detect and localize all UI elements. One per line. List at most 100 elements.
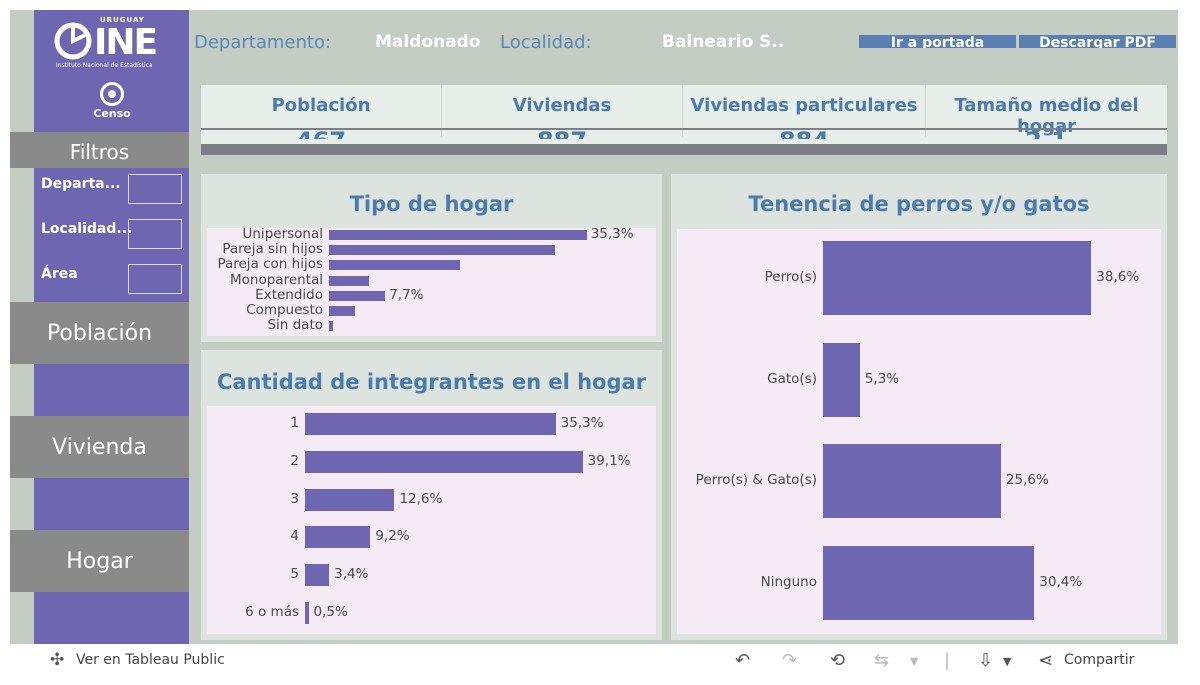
- censo-logo: Censo: [90, 82, 134, 120]
- compartir-button[interactable]: Compartir: [1064, 652, 1135, 668]
- kpi-viviendas: Viviendas 887: [442, 85, 683, 139]
- filter-dropdown[interactable]: [128, 264, 182, 294]
- departamento-label: Departamento:: [194, 32, 332, 53]
- kpi-bottom-bar: [201, 144, 1167, 155]
- nav-vivienda-button[interactable]: Vivienda: [10, 416, 189, 478]
- bar-1-1[interactable]: [305, 450, 583, 473]
- integrantes-plot: 1 35,3% 2 39,1% 3 12,6% 4 9,2% 5 3,4% 6 o más 0,5%: [207, 406, 656, 634]
- kpi-poblacion: Población 467: [201, 85, 442, 139]
- chart-title: Tenencia de perros y/o gatos: [748, 192, 1090, 216]
- bar-0-0[interactable]: [329, 230, 587, 240]
- value-label: 3,4%: [334, 566, 369, 583]
- category-label: 6 o más: [245, 604, 299, 620]
- bar-2-0[interactable]: [823, 241, 1092, 315]
- bar-1-2[interactable]: [305, 488, 395, 511]
- filter-label: Área: [41, 266, 78, 282]
- nav-hogar-button[interactable]: Hogar: [10, 530, 189, 592]
- filter-localidad[interactable]: Localidad...: [34, 215, 189, 251]
- category-label: 1: [290, 415, 299, 431]
- category-label: Perro(s): [764, 269, 817, 285]
- logo-institute: Instituto Nacional de Estadística: [56, 62, 153, 69]
- refresh-icon[interactable]: ⇆: [874, 650, 890, 671]
- localidad-label: Localidad:: [500, 32, 592, 53]
- value-label: 9,2%: [375, 528, 410, 545]
- undo-icon[interactable]: ↶: [735, 650, 751, 671]
- bar-0-6[interactable]: [329, 321, 333, 332]
- bar-1-4[interactable]: [305, 564, 330, 587]
- logo-area: URUGUAY INE Instituto Nacional de Estadí…: [34, 10, 189, 132]
- bar-1-0[interactable]: [305, 413, 556, 435]
- tableau-toolbar: ✣ Ver en Tableau Public ↶ ↷ ⟲ ⇆ ▼ | ⇩ ▼ …: [10, 644, 1178, 678]
- category-label: Unipersonal: [242, 226, 324, 242]
- category-label: Compuesto: [246, 302, 323, 318]
- download-icon[interactable]: ⇩: [978, 650, 994, 671]
- logo-country: URUGUAY: [100, 16, 145, 24]
- tableau-logo-icon: ✣: [50, 650, 65, 670]
- kpi-tamano-medio: Tamaño medio del hogar 2,1: [926, 85, 1167, 139]
- category-label: Pareja con hijos: [217, 256, 323, 273]
- ver-en-tableau-link[interactable]: Ver en Tableau Public: [76, 652, 225, 668]
- tenencia-plot: Perro(s) 38,6% Gato(s) 5,3% Perro(s) & Gato(…: [677, 229, 1161, 634]
- bar-1-3[interactable]: [305, 526, 371, 549]
- share-icon[interactable]: ⋖: [1038, 650, 1054, 671]
- kpi-strip: Población 467 Viviendas 887 Viviendas pa…: [201, 85, 1167, 155]
- bar-2-3[interactable]: [823, 545, 1035, 620]
- category-label: Ninguno: [760, 573, 817, 590]
- value-label: 0,5%: [313, 604, 348, 620]
- logo-brand: INE: [94, 22, 158, 63]
- refresh-dropdown-icon[interactable]: ▼: [910, 655, 919, 668]
- value-label: 38,6%: [1096, 269, 1140, 285]
- value-label: 39,1%: [587, 452, 631, 469]
- chart-title: Tipo de hogar: [349, 192, 514, 216]
- censo-icon: [100, 82, 124, 106]
- ine-circle-icon: [54, 22, 92, 60]
- filter-departamento[interactable]: Departa...: [34, 170, 189, 206]
- bar-0-2[interactable]: [329, 260, 461, 271]
- category-label: Gato(s): [767, 370, 817, 387]
- category-label: 2: [290, 452, 299, 469]
- kpi-divider: [201, 128, 1167, 130]
- bar-0-4[interactable]: [329, 290, 386, 301]
- filter-area[interactable]: Área: [34, 260, 189, 296]
- filter-label: Departa...: [41, 176, 121, 192]
- tenencia-panel: Tenencia de perros y/o gatos Perro(s) 38,…: [671, 174, 1167, 640]
- kpi-viviendas-particulares: Viviendas particulares 884: [683, 85, 926, 139]
- bar-2-1[interactable]: [823, 342, 860, 417]
- value-label: 12,6%: [399, 490, 443, 507]
- revert-icon[interactable]: ⟲: [830, 650, 846, 671]
- kpi-title: Tamaño medio del hogar: [954, 95, 1139, 137]
- category-label: Perro(s) & Gato(s): [695, 472, 817, 488]
- value-label: 35,3%: [560, 415, 604, 431]
- descargar-pdf-button[interactable]: Descargar PDF: [1019, 35, 1176, 48]
- dashboard-frame: URUGUAY INE Instituto Nacional de Estadí…: [10, 10, 1178, 644]
- departamento-value[interactable]: Maldonado: [375, 32, 481, 52]
- kpi-value: 2,1: [926, 127, 1167, 139]
- value-label: 25,6%: [1005, 472, 1049, 488]
- category-label: Pareja sin hijos: [222, 241, 323, 258]
- tipo-hogar-panel: Tipo de hogar Unipersonal 35,3% Pareja sin…: [201, 174, 662, 342]
- value-label: 5,3%: [864, 370, 900, 387]
- bar-0-5[interactable]: [329, 306, 355, 316]
- filter-dropdown[interactable]: [128, 219, 182, 249]
- redo-icon[interactable]: ↷: [782, 650, 798, 671]
- value-label: 35,3%: [590, 226, 634, 242]
- ine-logo[interactable]: URUGUAY INE Instituto Nacional de Estadí…: [52, 16, 172, 70]
- kpi-title: Población: [271, 95, 371, 116]
- kpi-title: Viviendas particulares: [690, 95, 918, 116]
- bar-0-3[interactable]: [329, 275, 370, 286]
- filter-dropdown[interactable]: [128, 174, 182, 204]
- bar-1-5[interactable]: [305, 602, 309, 624]
- kpi-title: Viviendas: [512, 95, 612, 116]
- bar-0-1[interactable]: [329, 245, 556, 256]
- download-dropdown-icon[interactable]: ▼: [1003, 655, 1012, 668]
- localidad-value[interactable]: Balneario S..: [662, 32, 785, 52]
- ir-a-portada-button[interactable]: Ir a portada: [859, 35, 1016, 48]
- bar-2-2[interactable]: [823, 444, 1001, 518]
- nav-poblacion-button[interactable]: Población: [10, 302, 189, 364]
- kpi-value: 884: [683, 127, 925, 139]
- value-label: 30,4%: [1039, 573, 1083, 590]
- kpi-value: 887: [442, 127, 682, 139]
- separator-icon: |: [944, 650, 951, 671]
- value-label: 7,7%: [389, 286, 424, 303]
- category-label: 3: [290, 490, 299, 507]
